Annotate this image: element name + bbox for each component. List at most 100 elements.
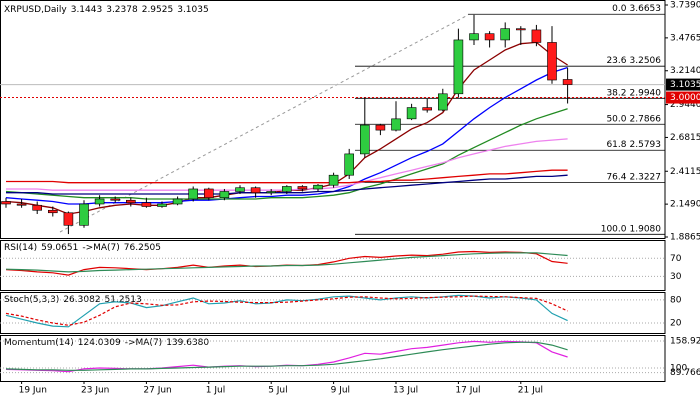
header-part: Momentum(14) [4, 338, 74, 348]
candle-body [63, 212, 74, 226]
x-tick-label: 5 Jul [268, 386, 287, 396]
x-tick-label: 21 Jul [518, 386, 543, 396]
y-tick-label: 80 [670, 295, 682, 305]
candle-body [110, 198, 120, 201]
x-tick-label: 17 Jul [455, 386, 480, 396]
y-tick-label: 30 [670, 272, 682, 282]
candle-body [297, 186, 308, 190]
y-tick-label: 3.4765 [670, 33, 700, 43]
y-tick-label: 2.4115 [670, 167, 700, 177]
candle-body [359, 124, 370, 155]
fib-ratio: 0.0 [612, 4, 627, 14]
candle-body [141, 202, 152, 207]
x-tick-label: 23 Jun [81, 386, 109, 396]
fib-label: 100.0 1.9080 [601, 224, 662, 234]
y-tick-label: 1.8865 [670, 233, 700, 243]
candle-body [126, 199, 136, 204]
fib-label: 38.2 2.9940 [606, 88, 661, 98]
candle-body [375, 124, 386, 131]
candle-body [562, 79, 573, 85]
alert-price-label: 3.0000 [670, 93, 700, 103]
candle-body [281, 186, 292, 192]
fib-price: 3.6653 [630, 4, 662, 14]
last-price-label: 3.1035 [670, 80, 700, 90]
panel-frame [0, 240, 666, 291]
candle-body [453, 39, 464, 95]
candle-body [250, 187, 261, 194]
fib-price: 2.3227 [630, 172, 662, 182]
candle-body [16, 203, 27, 206]
candle-body [328, 174, 339, 186]
candle-body [157, 203, 167, 207]
fib-price: 2.9940 [630, 88, 662, 98]
x-tick-label: 13 Jul [393, 386, 418, 396]
candle-body [406, 107, 417, 120]
y-tick-label: 70 [670, 254, 682, 264]
x-tick-label: 9 Jul [331, 386, 350, 396]
candle-body [344, 153, 355, 176]
y-tick-label: 89.7661 [670, 368, 700, 378]
panel-header: RSI(14) 59.0651 ->MA(7) 76.2505 [4, 243, 161, 253]
header-part: 3.2378 [106, 5, 138, 15]
candle-body [437, 93, 448, 111]
header-part: RSI(14) [4, 243, 37, 253]
fib-ratio: 61.8 [606, 140, 626, 150]
fib-label: 0.0 3.6653 [612, 4, 661, 14]
y-tick-label: 158.92 [670, 336, 700, 346]
header-part: XRPUSD,Daily [4, 5, 67, 15]
fib-ratio: 100.0 [601, 224, 627, 234]
candle-body [531, 29, 542, 43]
y-tick-label: 2.6815 [670, 133, 700, 143]
y-tick-label: 100 [670, 363, 687, 373]
header-part: 3.1035 [177, 5, 209, 15]
y-tick-label: 20 [670, 319, 682, 329]
candle-body [235, 187, 245, 192]
indicator-line [6, 169, 568, 184]
candle-body [484, 33, 495, 41]
header-part: ->MA(7) [82, 243, 119, 253]
x-tick-label: 1 Jul [206, 386, 225, 396]
indicator-line [5, 341, 568, 371]
fib-ratio: 50.0 [606, 114, 626, 124]
candle-body [515, 28, 526, 31]
header-part: Stoch(5,3,3) [4, 295, 59, 305]
indicator-line [5, 294, 568, 328]
fib-price: 2.5793 [630, 140, 662, 150]
y-tick-label: 2.9440 [670, 100, 700, 110]
candle-body [219, 191, 230, 199]
fib-trend-line [59, 14, 469, 233]
candle-body [500, 28, 511, 41]
panel-frame [0, 335, 666, 382]
header-part: 3.1443 [71, 5, 103, 15]
last-price-box [666, 78, 700, 91]
fib-price: 2.7866 [630, 114, 662, 124]
fib-label: 23.6 3.2506 [606, 56, 661, 66]
candle-body [313, 184, 323, 190]
panel-header: Momentum(14) 124.0309 ->MA(7) 139.6380 [4, 338, 209, 348]
alert-price-box [666, 91, 700, 104]
header-part: ->MA(7) [125, 338, 162, 348]
fib-label: 76.4 2.3227 [606, 172, 661, 182]
candle-body [204, 188, 214, 199]
candle-body [391, 118, 401, 131]
header-part: 2.9525 [142, 5, 174, 15]
candle-body [547, 42, 557, 81]
fib-ratio: 23.6 [606, 56, 626, 66]
x-tick-label: 27 Jun [143, 386, 171, 396]
candle-body [1, 201, 11, 205]
header-part: 139.6380 [166, 338, 209, 348]
header-part: 59.0651 [41, 243, 78, 253]
header-part: 124.0309 [78, 338, 121, 348]
fib-price: 1.9080 [630, 224, 662, 234]
y-tick-label: 3.2140 [670, 66, 700, 76]
y-tick-label: 2.1490 [670, 200, 700, 210]
candle-body [469, 33, 479, 41]
candle-body [94, 198, 105, 205]
candle-body [172, 198, 183, 205]
header-part: 76.2505 [124, 243, 161, 253]
fib-label: 61.8 2.5793 [606, 140, 661, 150]
panel-frame [0, 292, 666, 334]
candle-body [266, 191, 277, 194]
candle-body [79, 203, 89, 226]
